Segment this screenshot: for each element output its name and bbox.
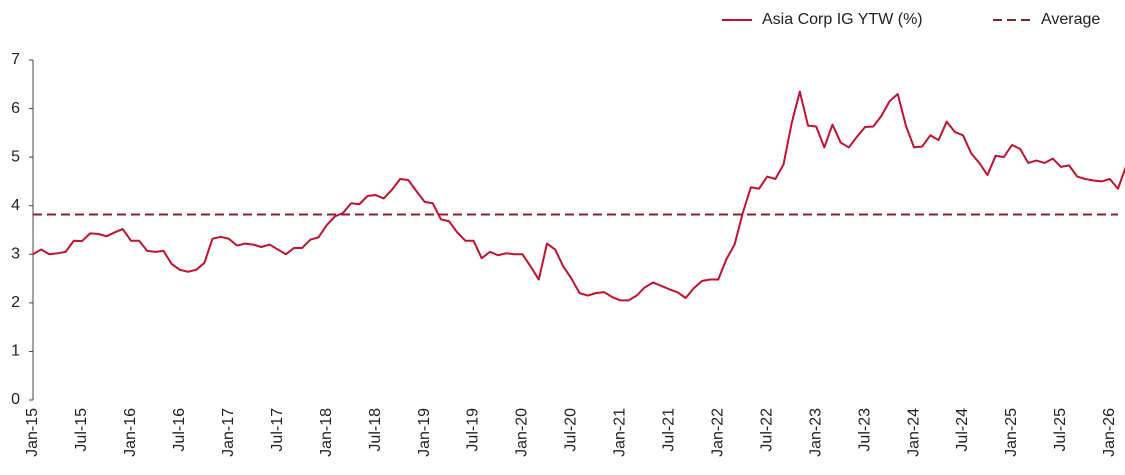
x-tick-label: Jul-15 bbox=[73, 408, 90, 452]
x-tick-label: Jan-16 bbox=[122, 408, 139, 457]
x-tick-label: Jan-25 bbox=[1003, 408, 1020, 457]
x-tick-label: Jul-22 bbox=[758, 408, 775, 452]
x-tick-label: Jan-23 bbox=[807, 408, 824, 457]
y-tick-label: 4 bbox=[11, 197, 20, 214]
x-tick-label: Jan-20 bbox=[514, 408, 531, 457]
x-tick-label: Jul-16 bbox=[171, 408, 188, 452]
x-tick-label: Jul-19 bbox=[465, 408, 482, 452]
x-tick-label: Jan-21 bbox=[612, 408, 629, 457]
y-tick-label: 6 bbox=[11, 100, 20, 117]
legend-label: Average bbox=[1041, 11, 1100, 28]
x-tick-label: Jan-22 bbox=[709, 408, 726, 457]
legend-label: Asia Corp IG YTW (%) bbox=[762, 11, 923, 28]
x-tick-label: Jan-18 bbox=[318, 408, 335, 457]
x-tick-label: Jan-24 bbox=[905, 408, 922, 457]
x-tick-label: Jan-15 bbox=[24, 408, 41, 457]
x-tick-label: Jul-17 bbox=[269, 408, 286, 452]
x-tick-label: Jan-26 bbox=[1101, 408, 1118, 457]
y-tick-label: 0 bbox=[11, 391, 20, 408]
y-tick-label: 7 bbox=[11, 51, 20, 68]
x-tick-label: Jul-23 bbox=[856, 408, 873, 452]
y-tick-label: 2 bbox=[11, 294, 20, 311]
x-tick-label: Jul-24 bbox=[954, 408, 971, 452]
y-tick-label: 3 bbox=[11, 246, 20, 263]
x-tick-label: Jul-20 bbox=[563, 408, 580, 452]
x-tick-label: Jul-21 bbox=[661, 408, 678, 452]
y-tick-label: 5 bbox=[11, 148, 20, 165]
x-tick-label: Jul-25 bbox=[1052, 408, 1069, 452]
data-line bbox=[32, 90, 1125, 302]
x-tick-label: Jan-17 bbox=[220, 408, 237, 457]
x-tick-label: Jul-18 bbox=[367, 408, 384, 452]
y-tick-label: 1 bbox=[11, 343, 20, 360]
x-tick-label: Jan-19 bbox=[416, 408, 433, 457]
